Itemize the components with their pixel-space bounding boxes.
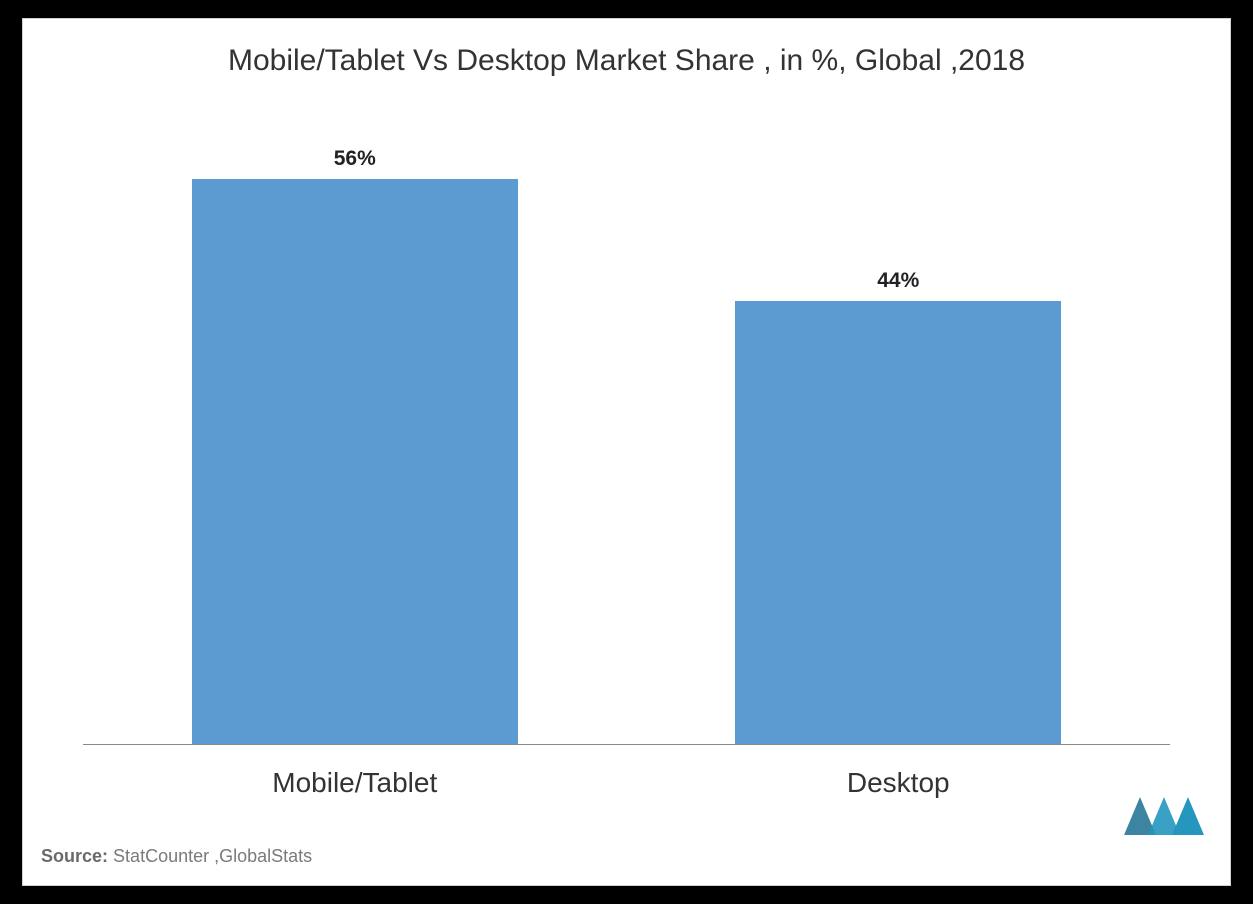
watermark-logo-icon bbox=[1124, 797, 1204, 835]
bar-group-mobile-tablet: 56% bbox=[137, 139, 572, 745]
bar-group-desktop: 44% bbox=[681, 139, 1116, 745]
bar-value-label: 56% bbox=[334, 147, 376, 171]
chart-title: Mobile/Tablet Vs Desktop Market Share , … bbox=[23, 19, 1230, 82]
plot-area: 56% 44% bbox=[83, 139, 1170, 745]
bars-wrap: 56% 44% bbox=[83, 139, 1170, 745]
source-text: StatCounter ,GlobalStats bbox=[113, 846, 312, 866]
source-label: Source: bbox=[41, 846, 108, 866]
chart-card: Mobile/Tablet Vs Desktop Market Share , … bbox=[22, 18, 1231, 886]
x-axis-label-desktop: Desktop bbox=[681, 767, 1116, 799]
bar-rect bbox=[735, 301, 1061, 745]
source-line: Source: StatCounter ,GlobalStats bbox=[41, 846, 312, 867]
x-axis-label-mobile-tablet: Mobile/Tablet bbox=[137, 767, 572, 799]
x-axis-labels: Mobile/Tablet Desktop bbox=[83, 767, 1170, 799]
bar-value-label: 44% bbox=[877, 269, 919, 293]
bar-rect bbox=[192, 179, 518, 745]
x-axis-line bbox=[83, 744, 1170, 745]
